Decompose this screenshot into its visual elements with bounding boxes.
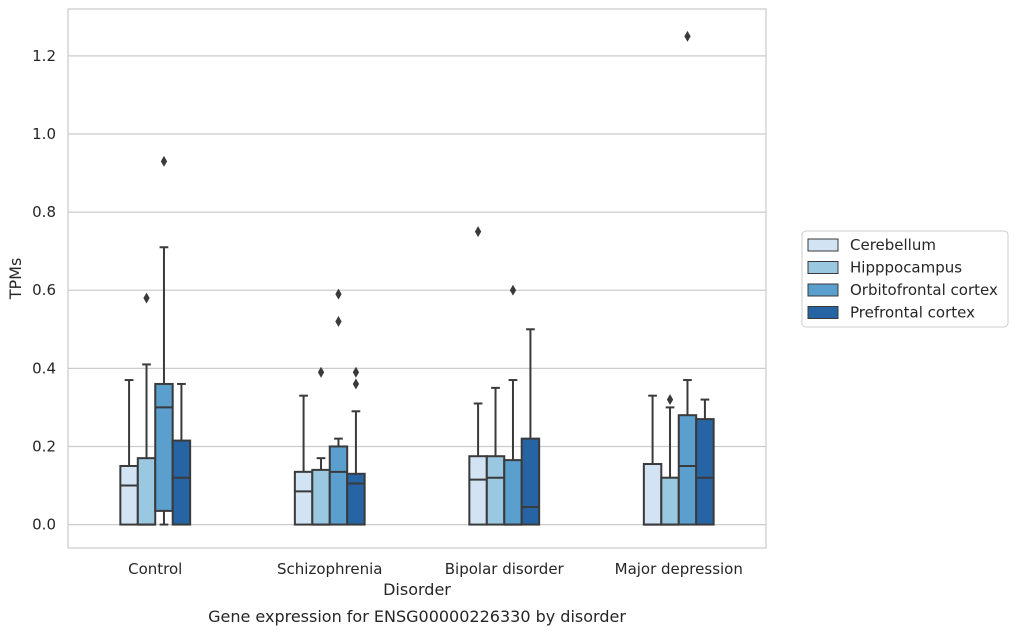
box-body [660, 476, 680, 526]
y-tick-label: 0.8 [32, 203, 56, 221]
box-body [520, 437, 541, 526]
outlier-point [666, 394, 674, 406]
box-prefrontal-cortex [171, 382, 192, 526]
x-tick-label: Schizophrenia [277, 560, 382, 578]
outlier-point [160, 155, 168, 167]
legend-swatch [807, 261, 839, 274]
x-tick-label: Control [128, 560, 182, 578]
chart-caption: Gene expression for ENSG00000226330 by d… [208, 607, 626, 626]
legend-label: Prefrontal cortex [850, 304, 975, 322]
box-orbitofrontal-cortex [154, 155, 174, 526]
outlier-point [352, 366, 360, 378]
legend: Cerebellum Hipppocampus Orbitofrontal cort… [801, 230, 1009, 328]
outlier-point [352, 378, 360, 390]
box-prefrontal-cortex [695, 398, 715, 526]
y-tick-label: 0.2 [32, 437, 56, 455]
box-hipppocampus [311, 366, 331, 526]
y-axis-title: TPMs [6, 258, 25, 301]
legend-swatch [807, 283, 839, 297]
box-body [136, 457, 157, 526]
box-hipppocampus [136, 292, 157, 526]
box-body [171, 439, 192, 526]
box-cerebellum [119, 379, 139, 526]
legend-frame [801, 230, 1009, 328]
box-orbitofrontal-cortex [328, 288, 349, 526]
outlier-point [335, 316, 342, 327]
legend-label: Hipppocampus [850, 259, 962, 277]
legend-label: Orbitofrontal cortex [850, 281, 998, 299]
y-tick-label: 0.4 [32, 359, 56, 377]
box-orbitofrontal-cortex [503, 284, 523, 526]
box-orbitofrontal-cortex [677, 30, 698, 526]
y-tick-label: 0.6 [32, 281, 56, 299]
y-tick-label: 1.0 [32, 125, 56, 143]
box-body [503, 459, 523, 526]
box-groups [119, 30, 715, 526]
box-body [485, 455, 506, 526]
outlier-point [143, 292, 150, 304]
box-prefrontal-cortex [520, 328, 541, 526]
box-body [328, 445, 349, 526]
outlier-point [317, 366, 325, 378]
box-hipppocampus [660, 394, 680, 526]
outlier-point [509, 284, 517, 296]
box-cerebellum [293, 394, 314, 526]
x-tick-label: Major depression [615, 560, 743, 578]
box-body [293, 470, 314, 526]
box-body [346, 472, 366, 526]
box-cerebellum [642, 394, 663, 526]
box-hipppocampus [485, 386, 506, 526]
y-axis-ticks: 0.0 0.2 0.4 0.6 0.8 1.0 1.2 [32, 47, 56, 534]
box-body [154, 382, 174, 512]
box-body [642, 463, 663, 526]
legend-swatch [807, 238, 839, 252]
plot-frame [67, 8, 767, 549]
outlier-point [474, 226, 482, 238]
box-body [695, 418, 715, 526]
box-prefrontal-cortex [346, 366, 366, 526]
y-tick-label: 1.2 [32, 47, 56, 65]
x-axis-ticks: Control Schizophrenia Bipolar disorder Majo… [128, 560, 743, 578]
legend-swatch [807, 306, 839, 319]
outlier-point [684, 30, 691, 42]
y-tick-label: 0.0 [32, 516, 56, 534]
box-body [311, 468, 331, 526]
box-body [468, 455, 488, 526]
box-body [119, 464, 139, 526]
x-axis-title: Disorder [383, 580, 451, 599]
box-body [677, 414, 698, 526]
x-tick-label: Bipolar disorder [445, 560, 565, 578]
legend-label: Cerebellum [850, 236, 936, 254]
box-cerebellum [468, 226, 488, 526]
outlier-point [335, 288, 342, 300]
